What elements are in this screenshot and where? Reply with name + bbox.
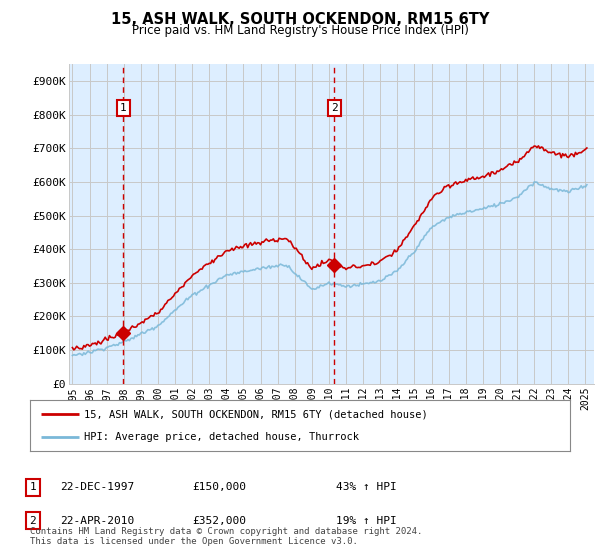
Text: 2: 2 — [29, 516, 37, 526]
Text: 19% ↑ HPI: 19% ↑ HPI — [336, 516, 397, 526]
Text: Contains HM Land Registry data © Crown copyright and database right 2024.
This d: Contains HM Land Registry data © Crown c… — [30, 526, 422, 546]
Text: £150,000: £150,000 — [192, 482, 246, 492]
Text: 15, ASH WALK, SOUTH OCKENDON, RM15 6TY (detached house): 15, ASH WALK, SOUTH OCKENDON, RM15 6TY (… — [84, 409, 428, 419]
Text: 1: 1 — [29, 482, 37, 492]
Text: 22-APR-2010: 22-APR-2010 — [60, 516, 134, 526]
Text: 1: 1 — [120, 103, 127, 113]
Text: 2: 2 — [331, 103, 338, 113]
Text: £352,000: £352,000 — [192, 516, 246, 526]
Text: 43% ↑ HPI: 43% ↑ HPI — [336, 482, 397, 492]
Text: 22-DEC-1997: 22-DEC-1997 — [60, 482, 134, 492]
Text: HPI: Average price, detached house, Thurrock: HPI: Average price, detached house, Thur… — [84, 432, 359, 442]
Text: 15, ASH WALK, SOUTH OCKENDON, RM15 6TY: 15, ASH WALK, SOUTH OCKENDON, RM15 6TY — [111, 12, 489, 27]
Text: Price paid vs. HM Land Registry's House Price Index (HPI): Price paid vs. HM Land Registry's House … — [131, 24, 469, 36]
